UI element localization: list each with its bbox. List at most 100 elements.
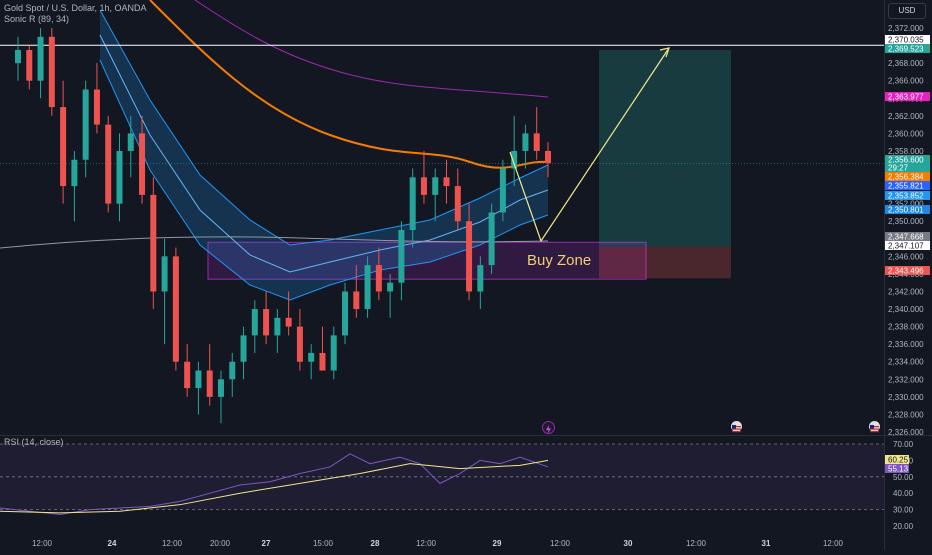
price-label-box [885, 266, 930, 275]
candle-body [443, 177, 450, 187]
candle-body [308, 352, 315, 362]
price-tick-label: 2,340.000 [888, 305, 924, 314]
candle-body [127, 133, 134, 151]
price-label-value: 2,356.600 [888, 156, 924, 165]
us-flag-event-icon[interactable] [731, 421, 742, 433]
price-label-value: 2,347.668 [888, 233, 924, 242]
rsi-value-label: 60.25 [888, 456, 909, 465]
sonic-band-upper [99, 9, 549, 246]
ma-orange-line [149, 0, 549, 169]
candle-body [545, 150, 551, 164]
price-label-value: 2,363.977 [888, 93, 924, 102]
rsi-tick-label: 20.00 [893, 522, 914, 531]
price-tick-label: 2,360.000 [888, 129, 924, 138]
candle-body [172, 256, 179, 362]
time-tick-label: 12:00 [32, 539, 53, 548]
time-tick-label: 12:00 [416, 539, 437, 548]
us-flag-event-icon[interactable] [869, 421, 880, 433]
buy-zone-box [207, 241, 647, 280]
candle-body [60, 107, 67, 187]
candle-body [319, 352, 326, 371]
candle-body [26, 49, 33, 81]
price-tick-label: 2,358.000 [888, 147, 924, 156]
position-profit-zone [599, 49, 731, 247]
candle-body [466, 221, 473, 292]
time-tick-label: 28 [371, 539, 380, 548]
candle-body [375, 265, 382, 292]
price-label-box [885, 163, 930, 172]
price-label-value: 29:27 [888, 164, 909, 173]
time-tick-label: 31 [762, 539, 771, 548]
candle-body [105, 124, 112, 204]
candle-body [398, 230, 405, 283]
candle-body [522, 133, 529, 151]
candle-body [82, 89, 89, 160]
currency-selector[interactable]: USD [888, 3, 926, 19]
price-label-value: 2,356.384 [888, 173, 924, 182]
price-tick-label: 2,366.000 [888, 77, 924, 86]
rsi-ma-line [0, 459, 549, 514]
chart-title: Gold Spot / U.S. Dollar, 1h, OANDA [4, 3, 147, 13]
price-tick-label: 2,342.000 [888, 287, 924, 296]
ma-gray-line [0, 236, 549, 249]
rsi-tick-label: 40.00 [893, 489, 914, 498]
time-tick-label: 15:00 [313, 539, 334, 548]
candle-body [116, 150, 123, 204]
price-tick-label: 2,332.000 [888, 375, 924, 384]
price-label-box [885, 92, 930, 101]
candle-body [139, 133, 146, 195]
candle-body [263, 309, 270, 336]
candle-body [93, 89, 100, 125]
price-tick-label: 2,338.000 [888, 323, 924, 332]
time-tick-label: 12:00 [686, 539, 707, 548]
price-label-box [885, 181, 930, 190]
price-label-value: 2,369.523 [888, 45, 924, 54]
price-tick-label: 2,334.000 [888, 358, 924, 367]
price-tick-label: 2,336.000 [888, 340, 924, 349]
sonic-band-fill [100, 10, 548, 300]
price-label-box [885, 241, 930, 250]
candle-body [364, 265, 371, 310]
candle-body [420, 177, 427, 195]
candle-body [454, 186, 461, 222]
price-tick-label: 2,328.000 [888, 410, 924, 419]
price-label-value: 2,353.852 [888, 192, 924, 201]
candle-body [229, 361, 236, 380]
rsi-value-box [885, 455, 909, 464]
price-tick-label: 2,372.000 [888, 24, 924, 33]
candle-body [184, 361, 191, 389]
rsi-value-box [885, 464, 909, 473]
price-label-box [885, 35, 930, 44]
candle-body [195, 370, 202, 389]
candle-body [342, 291, 349, 336]
time-tick-label: 20:00 [210, 539, 231, 548]
rsi-tick-label: 30.00 [893, 506, 914, 515]
candle-body [499, 168, 506, 213]
sonic-r-legend: Sonic R (89, 34) [4, 14, 70, 24]
rsi-band [0, 444, 884, 510]
candle-body [296, 326, 303, 362]
price-label-value: 2,370.035 [888, 36, 924, 45]
price-tick-label: 2,350.000 [888, 217, 924, 226]
candle-body [240, 335, 247, 362]
time-tick-label: 27 [262, 539, 271, 548]
price-tick-label: 2,326.000 [888, 428, 924, 437]
time-tick-label: 12:00 [550, 539, 571, 548]
price-label-value: 2,355.821 [888, 182, 924, 191]
alert-lightning-icon[interactable] [542, 421, 555, 434]
candle-body [206, 370, 213, 397]
candle-body [48, 36, 55, 108]
candle-body [409, 177, 416, 230]
candle-body [353, 291, 360, 310]
candle-body [37, 36, 44, 81]
candle-body [161, 256, 168, 292]
rsi-value-label: 55.13 [888, 465, 909, 474]
time-tick-label: 12:00 [162, 539, 183, 548]
rsi-tick-label: 50.00 [893, 473, 914, 482]
candle-body [533, 133, 540, 151]
candle-body [217, 379, 224, 397]
price-label-box [885, 155, 930, 164]
candle-body [477, 265, 484, 292]
